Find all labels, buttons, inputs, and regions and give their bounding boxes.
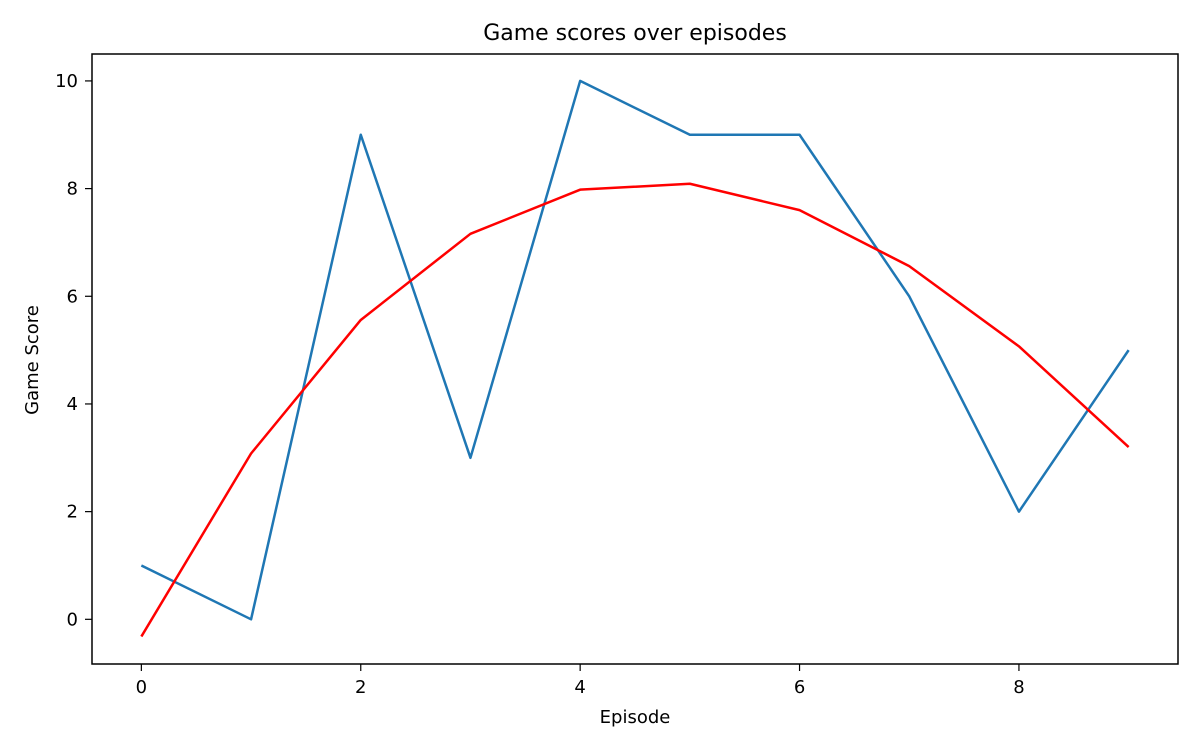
- plot-frame: [91, 53, 1179, 665]
- x-tick-label: 0: [136, 677, 147, 698]
- y-tick-label: 2: [67, 502, 78, 523]
- x-tick-label: 2: [355, 677, 366, 698]
- x-tick-label: 6: [794, 677, 805, 698]
- plot-area: [91, 53, 1179, 665]
- y-tick-label: 8: [67, 179, 78, 200]
- y-tick-label: 6: [67, 286, 78, 307]
- x-axis-label: Episode: [600, 707, 671, 728]
- y-tick-label: 4: [67, 394, 78, 415]
- x-tick-label: 4: [574, 677, 585, 698]
- series-line-2: [140, 182, 1130, 638]
- x-tick-label: 8: [1013, 677, 1024, 698]
- series-line-1: [140, 79, 1130, 621]
- y-axis-label: Game Score: [22, 305, 43, 415]
- chart-title: Game scores over episodes: [483, 21, 787, 46]
- y-tick-label: 0: [67, 609, 78, 630]
- series-layer: [140, 79, 1130, 638]
- x-axis: 0 2 4 6 8: [136, 664, 1025, 698]
- y-axis: 0 2 4 6 8 10: [55, 71, 92, 630]
- y-tick-label: 10: [55, 71, 78, 92]
